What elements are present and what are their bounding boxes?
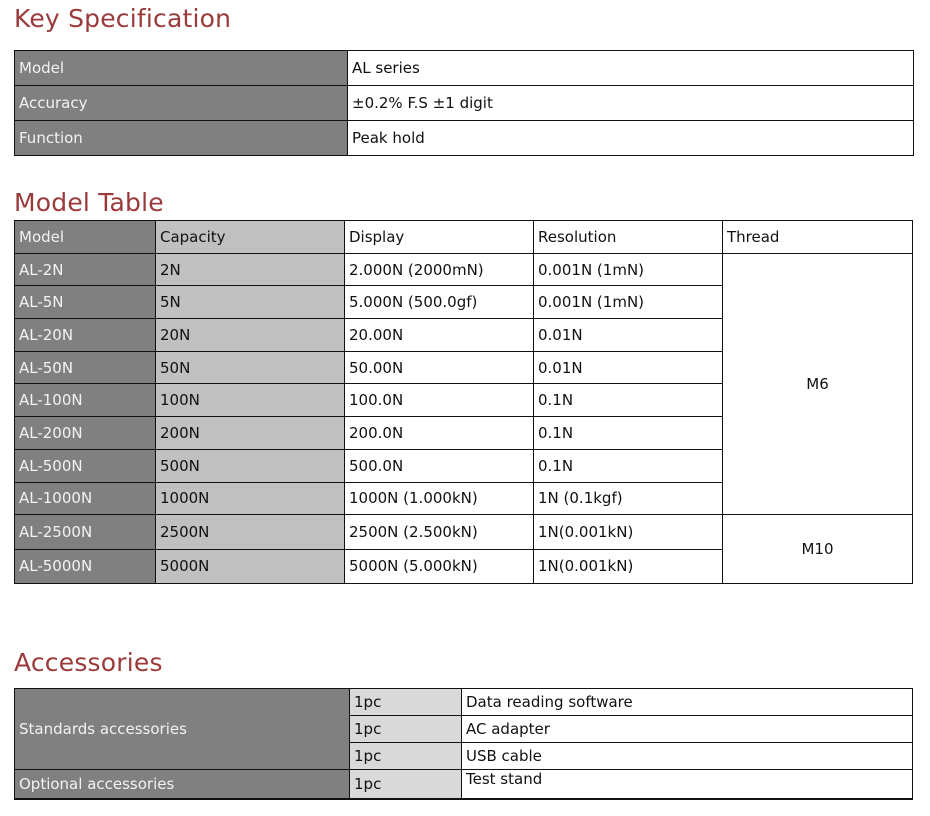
spec-row: Accuracy ±0.2% F.S ±1 digit [14,85,914,121]
accessory-qty: 1pc [349,742,462,770]
capacity-cell: 20N [155,318,345,352]
spec-value: Peak hold [347,120,914,156]
display-cell: 200.0N [344,416,534,450]
accessory-name: USB cable [461,742,913,770]
key-spec-title: Key Specification [14,4,232,33]
display-cell: 100.0N [344,383,534,418]
model-cell: AL-200N [14,416,156,450]
resolution-cell: 0.001N (1mN) [533,285,723,320]
capacity-cell: 50N [155,350,345,385]
display-cell: 2500N (2.500kN) [344,514,534,550]
resolution-cell: 1N (0.1kgf) [533,481,723,516]
accessory-name: Data reading software [461,688,913,716]
table-row: AL-2500N 2500N 2500N (2.500kN) 1N(0.001kN) M… [14,514,913,585]
display-cell: 5000N (5.000kN) [344,548,534,585]
model-cell: AL-20N [14,318,156,352]
resolution-cell: 0.01N [533,350,723,385]
model-cell: AL-500N [14,448,156,483]
capacity-cell: 100N [155,383,345,418]
capacity-cell: 5N [155,285,345,320]
table-row: AL-2N 2N 2.000N (2000mN) 0.001N (1mN) M6 [14,252,913,516]
accessory-row: Standards accessories 1pc Data reading sof… [14,688,913,770]
spec-row: Function Peak hold [14,120,914,156]
capacity-cell: 2N [155,252,345,287]
table-row: AL-5N 5N 5.000N (500.0gf) 0.001N (1mN) [14,285,913,320]
optional-accessories-label: Optional accessories [14,769,350,799]
accessories-table: Standards accessories 1pc Data reading sof… [14,688,913,800]
standard-accessories-label: Standards accessories [14,688,350,770]
display-cell: 2.000N (2000mN) [344,252,534,287]
accessories-title: Accessories [14,648,163,677]
model-cell: AL-50N [14,350,156,385]
capacity-cell: 500N [155,448,345,483]
accessory-qty: 1pc [349,715,462,743]
display-cell: 1000N (1.000kN) [344,481,534,516]
capacity-cell: 1000N [155,481,345,516]
table-row: AL-20N 20N 20.00N 0.01N [14,318,913,352]
key-spec-table: Model AL series Accuracy ±0.2% F.S ±1 digit… [14,50,914,156]
display-cell: 50.00N [344,350,534,385]
accessory-name: Test stand [461,769,913,799]
column-header: Capacity [155,220,345,254]
resolution-cell: 0.001N (1mN) [533,252,723,287]
accessory-row: 1pc AC adapter [15,715,913,743]
resolution-cell: 0.1N [533,448,723,483]
spec-value: ±0.2% F.S ±1 digit [347,85,914,121]
model-cell: AL-5000N [14,548,156,585]
model-table-title: Model Table [14,188,164,217]
accessory-qty: 1pc [349,769,462,799]
model-cell: AL-1000N [14,481,156,516]
model-cell: AL-5N [14,285,156,320]
display-cell: 5.000N (500.0gf) [344,285,534,320]
resolution-cell: 1N(0.001kN) [533,548,723,585]
thread-cell: M6 [722,252,913,516]
capacity-cell: 2500N [155,514,345,550]
column-header: Model [14,220,156,254]
model-cell: AL-2500N [14,514,156,550]
accessory-row: Optional accessories 1pc Test stand [14,769,913,799]
resolution-cell: 0.1N [533,383,723,418]
capacity-cell: 5000N [155,548,345,585]
spec-label: Function [14,120,348,156]
table-row: AL-5000N 5000N 5000N (5.000kN) 1N(0.001kN) [14,548,913,585]
model-cell: AL-2N [14,252,156,287]
display-cell: 20.00N [344,318,534,352]
spec-label: Model [14,50,348,86]
thread-cell: M10 [722,514,913,585]
model-table: Model Capacity Display Resolution Thread AL-2… [14,220,913,585]
resolution-cell: 0.01N [533,318,723,352]
resolution-cell: 0.1N [533,416,723,450]
model-cell: AL-100N [14,383,156,418]
column-header: Resolution [533,220,723,254]
model-table-header: Model Capacity Display Resolution Thread [14,220,913,254]
display-cell: 500.0N [344,448,534,483]
table-row: AL-100N 100N 100.0N 0.1N [14,383,913,418]
spec-row: Model AL series [14,50,914,86]
column-header: Thread [722,220,913,254]
spec-label: Accuracy [14,85,348,121]
table-row: AL-500N 500N 500.0N 0.1N [14,448,913,483]
accessory-qty: 1pc [349,688,462,716]
spec-value: AL series [347,50,914,86]
resolution-cell: 1N(0.001kN) [533,514,723,550]
table-row: AL-50N 50N 50.00N 0.01N [14,350,913,385]
table-row: AL-200N 200N 200.0N 0.1N [14,416,913,450]
capacity-cell: 200N [155,416,345,450]
accessory-row: 1pc USB cable [15,742,913,770]
table-row: AL-1000N 1000N 1000N (1.000kN) 1N (0.1kgf) [14,481,913,516]
column-header: Display [344,220,534,254]
accessory-name: AC adapter [461,715,913,743]
